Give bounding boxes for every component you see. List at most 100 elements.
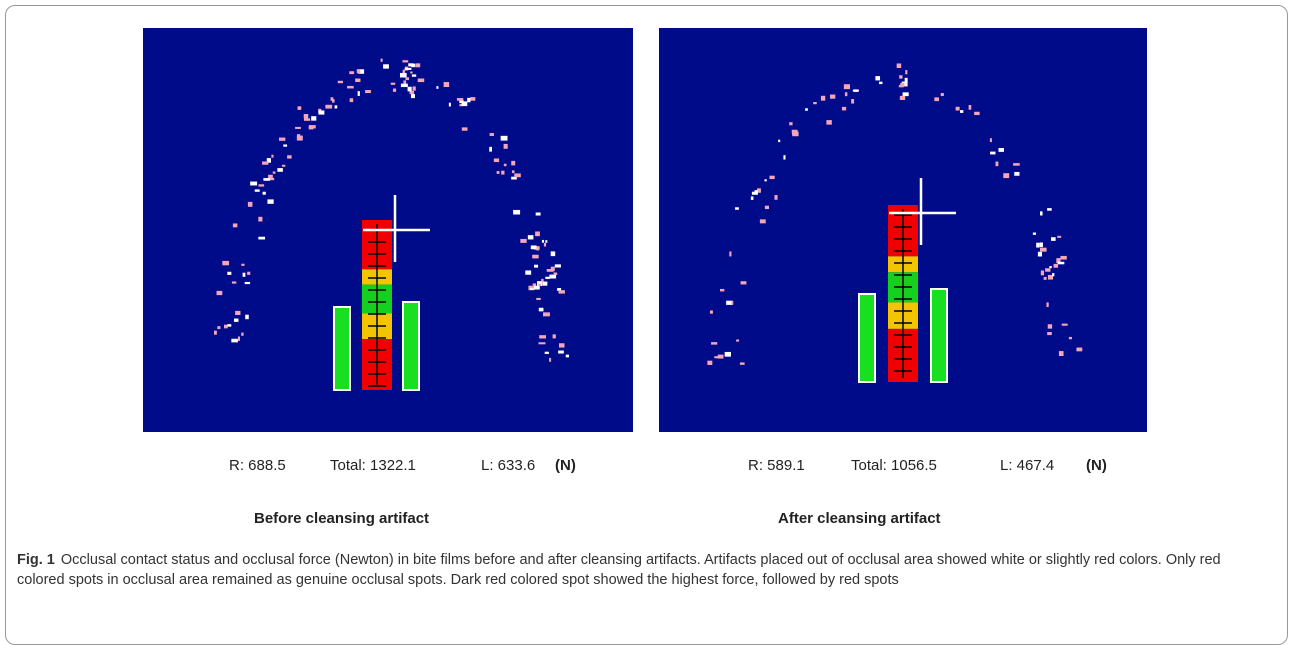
contact-spot	[356, 69, 361, 74]
contact-spot	[735, 207, 739, 210]
contact-spot	[459, 104, 463, 107]
contact-spot	[879, 81, 883, 85]
contact-spot	[544, 351, 549, 354]
contact-spot	[536, 281, 543, 286]
contact-spot	[530, 245, 537, 250]
contact-spot	[489, 133, 494, 136]
total-force: Total: 1322.1	[330, 457, 416, 474]
caption: Fig. 1 Occlusal contact status and occlus…	[17, 550, 1267, 590]
contact-spot	[233, 318, 239, 322]
contact-spot	[1068, 336, 1072, 340]
contact-spot	[533, 246, 540, 250]
contact-spot	[724, 351, 731, 357]
contact-spot	[267, 177, 275, 181]
contact-spot	[297, 106, 302, 110]
contact-spot	[902, 92, 909, 97]
contact-spot	[267, 199, 274, 204]
contact-spot	[254, 189, 260, 192]
contact-spot	[407, 86, 412, 92]
contact-spot	[940, 93, 944, 97]
contact-spot	[525, 270, 532, 275]
contact-spot	[399, 72, 407, 78]
contact-spot	[237, 336, 241, 341]
contact-spot	[805, 108, 808, 111]
contact-spot	[904, 77, 908, 82]
contact-spot	[1057, 235, 1062, 238]
left-force: L: 467.4	[1000, 457, 1055, 474]
contact-spot	[998, 147, 1004, 152]
contact-spot	[489, 146, 493, 152]
caption-label: Fig. 1	[17, 552, 55, 568]
contact-spot	[529, 287, 534, 291]
contact-spot	[511, 176, 517, 180]
contact-spot	[875, 76, 881, 81]
bite-film-image	[143, 28, 633, 432]
contact-spot	[536, 297, 541, 300]
contact-spot	[905, 70, 908, 75]
contact-spot	[231, 338, 238, 343]
contact-spot	[1045, 268, 1051, 272]
contact-spot	[542, 281, 548, 286]
contact-spot	[552, 334, 556, 339]
contact-spot	[1053, 263, 1059, 268]
contact-spot	[347, 85, 354, 89]
contact-spot	[235, 310, 241, 316]
contact-spot	[263, 178, 271, 181]
contact-spot	[334, 105, 338, 109]
contact-spot	[241, 263, 245, 266]
contact-spot	[1057, 261, 1065, 265]
contact-spot	[332, 99, 335, 103]
contact-spot	[717, 354, 724, 359]
contact-spot	[232, 223, 238, 228]
page: R: 688.5 Total: 1322.1 L: 633.6 (N) Befo…	[5, 5, 1288, 645]
contact-spot	[714, 356, 720, 359]
contact-spot	[266, 158, 271, 163]
contact-spot	[759, 219, 766, 224]
contact-spot	[532, 254, 539, 259]
contact-spot	[410, 94, 415, 99]
contact-spot	[311, 116, 317, 121]
panel-title: After cleansing artifact	[778, 510, 941, 527]
contact-spot	[258, 236, 266, 240]
contact-spot	[223, 324, 228, 329]
contact-spot	[736, 339, 740, 342]
contact-spot	[729, 251, 732, 257]
contact-spot	[1076, 347, 1083, 352]
contact-spot	[707, 360, 713, 365]
contact-spot	[227, 271, 232, 275]
contact-spot	[1039, 247, 1047, 252]
contact-spot	[222, 260, 230, 266]
contact-spot	[549, 357, 552, 362]
contact-spot	[534, 285, 540, 290]
contact-spot	[443, 82, 450, 87]
contact-spot	[436, 86, 439, 89]
contact-spot	[549, 274, 557, 279]
contact-spot	[843, 84, 850, 90]
contact-spot	[1047, 208, 1052, 211]
contact-spot	[296, 134, 301, 137]
contact-spot	[546, 269, 554, 272]
contact-spot	[545, 240, 548, 243]
contact-spot	[792, 131, 799, 137]
contact-spot	[541, 278, 544, 283]
contact-spot	[496, 171, 500, 174]
contact-spot	[565, 354, 569, 358]
contact-spot	[538, 283, 542, 287]
contact-spot	[813, 102, 817, 105]
contact-spot	[459, 100, 464, 104]
contact-spot	[258, 184, 265, 187]
contact-spot	[402, 60, 409, 63]
contact-spot	[550, 266, 555, 272]
contact-spot	[411, 74, 417, 77]
unit: (N)	[555, 457, 576, 474]
contact-spot	[271, 154, 274, 158]
contact-spot	[535, 231, 540, 237]
contact-spot	[412, 86, 416, 91]
contact-spot	[503, 163, 507, 167]
contact-spot	[959, 110, 964, 113]
contact-spot	[258, 216, 263, 222]
right-force: R: 688.5	[229, 457, 286, 474]
contact-spot	[711, 342, 718, 345]
contact-spot	[295, 126, 301, 129]
contact-spot	[277, 168, 283, 172]
